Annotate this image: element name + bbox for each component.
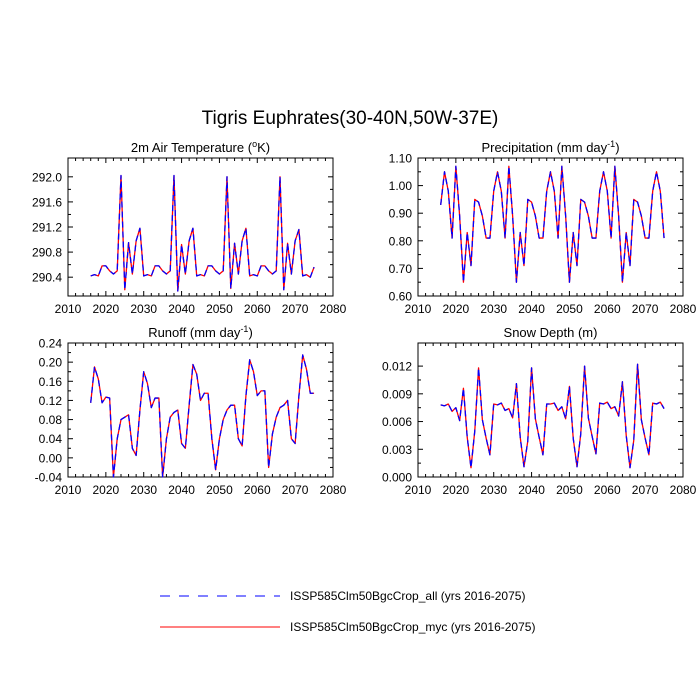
- legend-label: ISSP585Clm50BgcCrop_all (yrs 2016-2075): [290, 589, 525, 603]
- y-tick-label: 291.6: [32, 195, 62, 209]
- panel-air-temperature: 2m Air Temperature (oK) 2010 2020 2030 2040 2…: [32, 139, 347, 316]
- x-tick-label: 2020: [93, 483, 120, 497]
- y-tick-label: 0.12: [39, 394, 63, 408]
- y-tick-label: 0.80: [389, 234, 413, 248]
- panel-title: Runoff (mm day-1): [148, 324, 253, 340]
- y-tick-label: 1.00: [389, 179, 413, 193]
- y-tick-label: 0.04: [39, 432, 63, 446]
- series-line-all: [440, 165, 665, 283]
- y-tick-label: 0.003: [382, 443, 412, 457]
- series-line-all: [440, 363, 665, 469]
- y-tick-label: 0.20: [39, 356, 63, 370]
- plot-frame: [67, 342, 334, 478]
- x-tick-label: 2060: [594, 302, 621, 316]
- x-tick-label: 2060: [244, 302, 271, 316]
- x-tick-label: 2010: [55, 302, 82, 316]
- panel-title: 2m Air Temperature (oK): [131, 139, 270, 155]
- x-tick-label: 2040: [168, 302, 195, 316]
- legend: ISSP585Clm50BgcCrop_all (yrs 2016-2075) I…: [160, 589, 535, 634]
- panel-title: Snow Depth (m): [504, 325, 598, 340]
- x-tick-label: 2050: [556, 302, 583, 316]
- y-tick-label: 0.009: [382, 387, 412, 401]
- x-tick-label: 2020: [443, 483, 470, 497]
- y-tick-label: 0.60: [389, 290, 413, 304]
- figure-title: Tigris Euphrates(30-40N,50W-37E): [202, 108, 499, 129]
- y-tick-label: 0.24: [39, 337, 63, 351]
- x-tick-label: 2080: [670, 302, 697, 316]
- x-tick-label: 2040: [168, 483, 195, 497]
- x-tick-label: 2080: [670, 483, 697, 497]
- x-tick-label: 2070: [282, 483, 309, 497]
- series-line-myc: [90, 354, 315, 478]
- y-tick-label: 0.006: [382, 415, 412, 429]
- x-tick-label: 2070: [282, 302, 309, 316]
- y-tick-label: -0.04: [35, 471, 63, 485]
- y-tick-label: 0.08: [39, 413, 63, 427]
- x-tick-label: 2040: [518, 483, 545, 497]
- y-tick-label: 0.90: [389, 207, 413, 221]
- y-tick-label: 292.0: [32, 170, 62, 184]
- y-tick-label: 0.16: [39, 375, 63, 389]
- x-tick-label: 2010: [405, 302, 432, 316]
- y-tick-label: 290.4: [32, 271, 62, 285]
- y-tick-label: 290.8: [32, 246, 62, 260]
- legend-label: ISSP585Clm50BgcCrop_myc (yrs 2016-2075): [290, 620, 535, 634]
- x-tick-label: 2060: [594, 483, 621, 497]
- y-tick-label: 0.000: [382, 471, 412, 485]
- x-tick-label: 2050: [556, 483, 583, 497]
- panel-runoff: Runoff (mm day-1) 2010 2020 2030 2040 2050 206…: [35, 324, 347, 497]
- y-tick-label: 0.00: [39, 451, 63, 465]
- x-tick-label: 2050: [206, 302, 233, 316]
- series-line-all: [90, 174, 315, 292]
- x-tick-label: 2020: [93, 302, 120, 316]
- y-tick-label: 0.012: [382, 360, 412, 374]
- x-tick-label: 2080: [320, 483, 347, 497]
- panel-title: Precipitation (mm day-1): [481, 139, 619, 155]
- x-tick-label: 2070: [632, 483, 659, 497]
- panel-snow-depth: Snow Depth (m) 2010 2020 2030 2040 2050 2060 20…: [382, 325, 697, 497]
- x-tick-label: 2030: [130, 483, 157, 497]
- x-tick-label: 2060: [244, 483, 271, 497]
- x-tick-label: 2030: [480, 302, 507, 316]
- x-tick-label: 2010: [405, 483, 432, 497]
- x-tick-label: 2070: [632, 302, 659, 316]
- series-line-all: [90, 354, 315, 478]
- x-tick-label: 2050: [206, 483, 233, 497]
- x-tick-label: 2080: [320, 302, 347, 316]
- x-tick-label: 2030: [480, 483, 507, 497]
- panel-precipitation: Precipitation (mm day-1) 2010 2020 2030 2040…: [389, 139, 697, 316]
- x-tick-label: 2030: [130, 302, 157, 316]
- y-tick-label: 291.2: [32, 221, 62, 235]
- plot-frame: [417, 342, 684, 478]
- y-tick-label: 1.10: [389, 152, 413, 166]
- y-tick-label: 0.70: [389, 262, 413, 276]
- x-tick-label: 2010: [55, 483, 82, 497]
- series-line-myc: [440, 363, 665, 469]
- x-tick-label: 2020: [443, 302, 470, 316]
- panels: 2m Air Temperature (oK) 2010 2020 2030 2040 2…: [32, 139, 697, 497]
- x-tick-label: 2040: [518, 302, 545, 316]
